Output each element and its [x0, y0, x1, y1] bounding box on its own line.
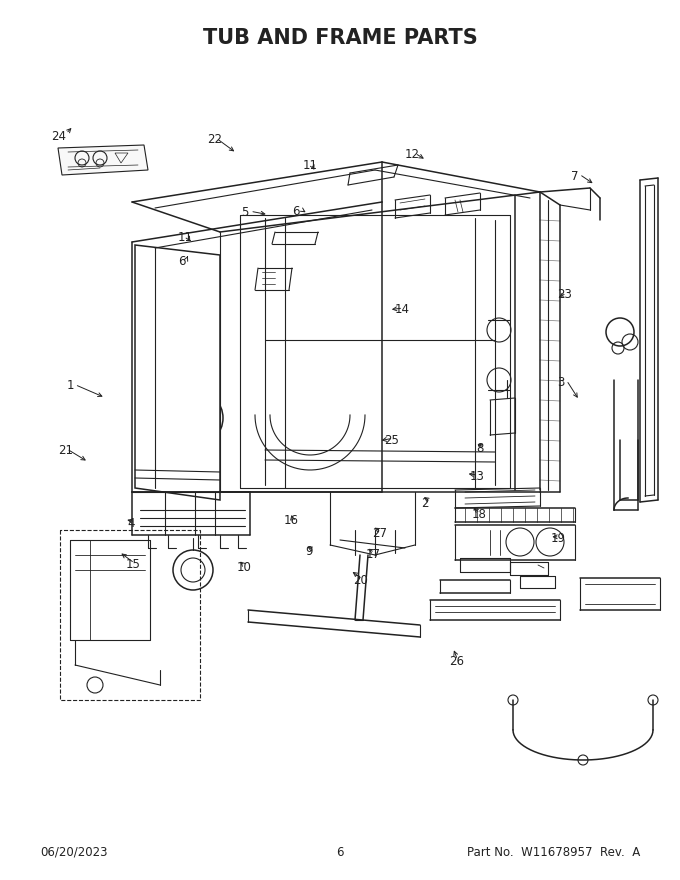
- Text: 5: 5: [241, 207, 249, 219]
- Text: 1: 1: [67, 379, 74, 392]
- Text: 22: 22: [207, 133, 222, 145]
- Text: 10: 10: [237, 561, 252, 574]
- Text: 24: 24: [51, 130, 66, 143]
- Text: 7: 7: [571, 170, 579, 182]
- Text: 18: 18: [471, 509, 486, 521]
- Text: 12: 12: [405, 149, 420, 161]
- Text: 19: 19: [551, 532, 566, 545]
- Text: 6: 6: [292, 205, 300, 217]
- Text: 14: 14: [394, 304, 409, 316]
- Text: 9: 9: [305, 546, 313, 558]
- Text: 21: 21: [58, 444, 73, 457]
- Text: 20: 20: [354, 575, 369, 587]
- Text: 15: 15: [126, 559, 141, 571]
- Text: 27: 27: [372, 527, 387, 539]
- Text: 4: 4: [127, 517, 135, 530]
- Text: 23: 23: [558, 289, 573, 301]
- Text: 6: 6: [178, 255, 186, 268]
- Text: 13: 13: [469, 471, 484, 483]
- Text: 3: 3: [558, 377, 565, 389]
- Text: 17: 17: [366, 548, 381, 561]
- Text: TUB AND FRAME PARTS: TUB AND FRAME PARTS: [203, 28, 477, 48]
- Text: 11: 11: [303, 159, 318, 172]
- Text: 2: 2: [422, 497, 429, 510]
- Text: 25: 25: [384, 434, 399, 446]
- Text: 26: 26: [449, 656, 464, 668]
- Polygon shape: [135, 245, 220, 500]
- Polygon shape: [58, 145, 148, 175]
- Text: 06/20/2023: 06/20/2023: [40, 846, 107, 859]
- Text: 11: 11: [178, 231, 193, 244]
- Text: Part No.  W11678957  Rev.  A: Part No. W11678957 Rev. A: [466, 846, 640, 859]
- Text: 16: 16: [284, 515, 299, 527]
- Text: 6: 6: [336, 846, 344, 859]
- Text: 8: 8: [476, 443, 483, 455]
